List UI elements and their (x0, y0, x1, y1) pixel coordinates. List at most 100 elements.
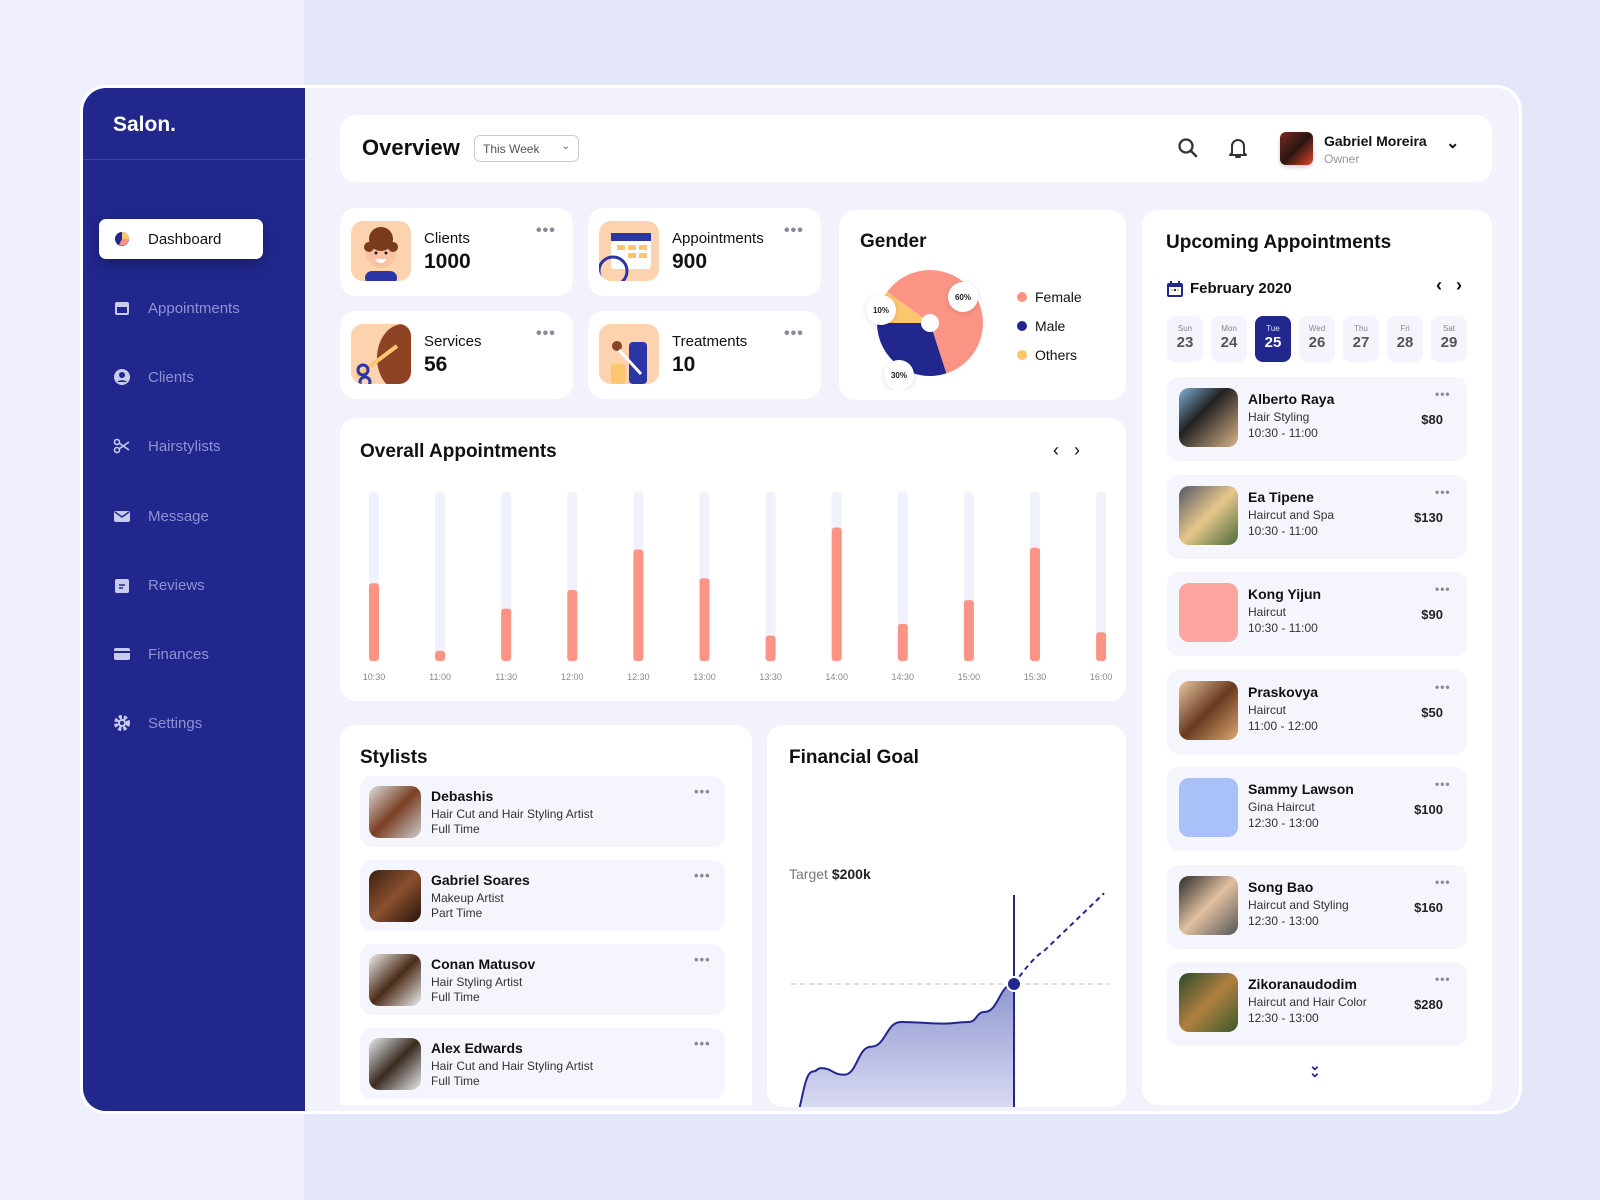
user-avatar[interactable] (1280, 132, 1313, 165)
appointment-card[interactable]: Ea Tipene Haircut and Spa 10:30 - 11:00 •••… (1167, 474, 1467, 559)
target-value: $200k (831, 866, 871, 882)
bar-13:00 (699, 578, 710, 661)
more-options-icon[interactable]: ••• (694, 1036, 711, 1051)
next-arrow-icon[interactable]: › (1074, 440, 1080, 460)
user-menu-chevron-icon[interactable]: ⌄ (1446, 135, 1460, 152)
pie-label-others: 10% (873, 306, 889, 315)
appointment-card[interactable]: Praskovya Haircut 11:00 - 12:00 ••• $50 (1167, 669, 1467, 754)
day-name: Mon (1221, 324, 1237, 333)
sidebar-item-clients[interactable]: Clients (99, 357, 263, 397)
appointment-card[interactable]: Zikoranaudodim Haircut and Hair Color 12:3… (1167, 962, 1467, 1046)
sidebar-item-settings[interactable]: Settings (99, 703, 263, 743)
stylist-row[interactable]: Alex Edwards Hair Cut and Hair Styling Ar… (360, 1028, 725, 1099)
more-options-icon[interactable]: ••• (536, 222, 556, 239)
x-tick-label: 11:30 (495, 672, 517, 682)
sidebar-item-label: Message (148, 507, 209, 525)
legend-dot (1017, 320, 1027, 331)
bar-track (765, 492, 776, 661)
day-sun[interactable]: Sun 23 (1167, 316, 1203, 362)
client-avatar (1179, 485, 1238, 545)
day-number: 28 (1396, 334, 1414, 351)
stat-card-appointments[interactable]: Appointments 900 ••• (588, 208, 821, 296)
search-icon[interactable] (1177, 137, 1199, 159)
legend-item-male: Male (1017, 311, 1082, 340)
bar-11:30 (501, 608, 512, 661)
more-options-icon[interactable]: ••• (694, 952, 711, 967)
prev-month-icon[interactable]: ‹ (1436, 275, 1442, 295)
bar-14:00 (831, 527, 842, 661)
more-options-icon[interactable]: ••• (1435, 874, 1451, 889)
sidebar-item-label: Reviews (148, 576, 205, 594)
x-tick-label: 13:00 (693, 672, 716, 682)
user-role: Owner (1324, 152, 1360, 166)
more-options-icon[interactable]: ••• (1435, 387, 1451, 401)
stylists-card: Stylists Debashis Hair Cut and Hair Styli… (340, 725, 752, 1105)
calendar-icon (113, 299, 131, 317)
stat-card-clients[interactable]: Clients 1000 ••• (340, 208, 573, 296)
stylist-name: Conan Matusov (431, 956, 536, 972)
day-tue[interactable]: Tue 25 (1255, 316, 1291, 362)
bell-icon[interactable] (1228, 136, 1248, 160)
more-options-icon[interactable]: ••• (1435, 679, 1451, 694)
appointment-card[interactable]: Alberto Raya Hair Styling 10:30 - 11:00 •••… (1167, 377, 1467, 461)
more-options-icon[interactable]: ••• (1435, 582, 1451, 596)
financial-line (798, 983, 1015, 1107)
mail-icon (113, 507, 131, 525)
more-options-icon[interactable]: ••• (694, 784, 711, 799)
day-number: 29 (1440, 334, 1458, 351)
current-point[interactable] (1006, 976, 1022, 992)
appointment-time: 12:30 - 13:00 (1248, 913, 1319, 928)
credit-card-icon (113, 645, 131, 663)
sidebar-item-appointments[interactable]: Appointments (99, 288, 263, 328)
sidebar-item-dashboard[interactable]: Dashboard (99, 219, 263, 259)
more-options-icon[interactable]: ••• (1435, 777, 1451, 791)
client-face-icon (351, 221, 411, 281)
day-sat[interactable]: Sat 29 (1431, 316, 1467, 362)
sidebar-item-hairstylists[interactable]: Hairstylists (99, 426, 263, 466)
day-fri[interactable]: Fri 28 (1387, 316, 1423, 362)
more-options-icon[interactable]: ••• (1435, 484, 1451, 499)
sidebar-item-reviews[interactable]: Reviews (99, 565, 263, 605)
more-options-icon[interactable]: ••• (784, 222, 804, 239)
legend-item-female: Female (1017, 282, 1082, 311)
sidebar-item-finances[interactable]: Finances (99, 634, 263, 674)
sidebar-item-label: Settings (148, 714, 203, 732)
more-options-icon[interactable]: ••• (784, 325, 804, 342)
service-name: Haircut and Styling (1248, 897, 1349, 912)
bar-track (435, 492, 446, 661)
more-options-icon[interactable]: ••• (536, 325, 556, 342)
bar-track (897, 492, 908, 661)
clipboard-icon (113, 576, 131, 594)
more-options-icon[interactable]: ••• (694, 868, 711, 883)
user-name: Gabriel Moreira (1324, 133, 1427, 149)
next-month-icon[interactable]: › (1456, 275, 1462, 295)
stylist-row[interactable]: Gabriel Soares Makeup Artist Part Time ••• (360, 860, 725, 931)
service-name: Hair Styling (1248, 410, 1310, 424)
stat-card-services[interactable]: Services 56 ••• (340, 311, 573, 399)
bar-13:30 (765, 635, 776, 661)
more-options-icon[interactable]: ••• (1435, 972, 1451, 986)
stat-label: Appointments (672, 230, 764, 247)
day-mon[interactable]: Mon 24 (1211, 316, 1247, 362)
stylist-row[interactable]: Conan Matusov Hair Styling Artist Full Tim… (360, 944, 725, 1015)
legend-label: Male (1035, 317, 1066, 334)
show-more-chevron-icon[interactable]: ⌄ ⌄ (1309, 1057, 1321, 1080)
sidebar: Salon. Dashboard Appointments Clients Hairs… (83, 88, 305, 1111)
appointment-card[interactable]: Song Bao Haircut and Styling 12:30 - 13:00… (1167, 864, 1467, 949)
stylist-row[interactable]: Debashis Hair Cut and Hair Styling Artist… (360, 776, 725, 847)
stat-card-treatments[interactable]: Treatments 10 ••• (588, 311, 821, 399)
page-title: Overview (362, 135, 460, 160)
sidebar-item-message[interactable]: Message (99, 496, 263, 536)
appointment-time: 10:30 - 11:00 (1248, 523, 1318, 538)
stylist-role: Hair Styling Artist (431, 975, 523, 989)
client-name: Ea Tipene (1248, 488, 1314, 505)
service-name: Haircut (1248, 605, 1287, 619)
day-thu[interactable]: Thu 27 (1343, 316, 1379, 362)
day-wed[interactable]: Wed 26 (1299, 316, 1335, 362)
prev-arrow-icon[interactable]: ‹ (1053, 440, 1059, 460)
calendar-icon (1167, 281, 1183, 297)
sidebar-item-label: Dashboard (148, 230, 222, 248)
period-dropdown[interactable]: This Week ⌄ (474, 135, 579, 162)
appointment-card[interactable]: Sammy Lawson Gina Haircut 12:30 - 13:00 •••… (1167, 767, 1467, 851)
appointment-card[interactable]: Kong Yijun Haircut 10:30 - 11:00 ••• $90 (1167, 572, 1467, 656)
